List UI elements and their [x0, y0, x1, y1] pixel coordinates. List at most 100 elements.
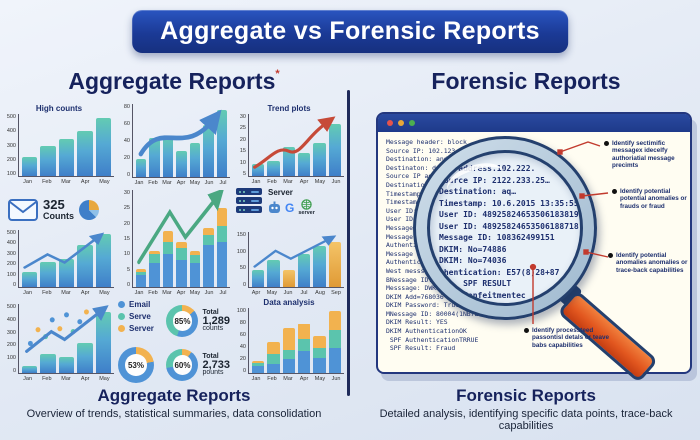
- chart-trend-plots: Trend plots 30 25 20 15 10 5 Jan Feb Mar Apr May J…: [234, 104, 344, 190]
- text-line: SPF AuthenticationTRRUE: [386, 335, 479, 344]
- chart-title: Trend plots: [267, 104, 311, 113]
- y-tick: 20: [123, 155, 130, 161]
- bar: [149, 250, 160, 287]
- blue-trend-arrow: [253, 235, 337, 268]
- pie-chart-icon: [79, 200, 99, 220]
- bullet-icon: [604, 141, 609, 146]
- bar: [95, 234, 112, 287]
- x-label: Apr: [80, 289, 90, 296]
- window-maximize-dot: [409, 120, 415, 126]
- text-line: MNessage ID: 80004(1NB7EA2): [386, 309, 490, 318]
- donut-pct: 60%: [172, 355, 193, 375]
- chart-blue-arrow-bars: 80 60 40 20 0 Jan Feb Mar Apr May Jun Jul: [118, 104, 230, 190]
- bar-segment: [162, 230, 174, 242]
- y-tick: 80: [123, 104, 130, 110]
- bar-segment: [189, 262, 201, 287]
- x-label: Jun: [283, 289, 293, 296]
- bar: [58, 259, 75, 287]
- bar: [203, 227, 214, 287]
- text-line: Source IP: 2122.233.25…: [439, 175, 550, 185]
- y-tick: 50: [239, 265, 246, 272]
- bar-segment: [216, 241, 227, 287]
- chart-counts-trend: 500 400 300 200 100 0 Jan Feb Mar Apr May: [4, 230, 114, 300]
- x-label: May: [314, 178, 326, 185]
- bar-segment: [252, 365, 265, 373]
- donut-pct: 53%: [125, 354, 147, 376]
- legend-item-email: Email: [118, 300, 164, 309]
- text-line: DKIM AuthenticationOK: [386, 327, 467, 336]
- bar-segment: [282, 359, 295, 373]
- x-label: Jan: [134, 179, 144, 186]
- y-tick: 500: [6, 114, 16, 120]
- y-tick: 25: [123, 205, 130, 212]
- bar: [216, 110, 227, 177]
- y-tick: 500: [6, 304, 16, 310]
- bar-segment: [282, 350, 295, 360]
- y-tick: 150: [236, 232, 246, 238]
- server-icons-panel: Server G server: [236, 188, 344, 230]
- x-label: Jan: [251, 375, 261, 382]
- x-label: Jan: [23, 178, 33, 185]
- bar: [95, 311, 112, 373]
- y-tick: 500: [6, 230, 16, 236]
- text-line: DKIM Password: True: [386, 301, 460, 310]
- bar: [176, 151, 187, 177]
- bar: [189, 250, 201, 287]
- x-label: Feb: [42, 178, 52, 185]
- y-tick: 20: [123, 220, 130, 227]
- text-line: : Confeitmentec: [439, 290, 526, 300]
- y-tick: 60: [239, 332, 246, 338]
- bar: [282, 146, 295, 176]
- y-tick: 0: [12, 367, 16, 374]
- bar: [136, 158, 147, 177]
- chart-title: Data analysis: [263, 298, 315, 307]
- x-label: Jul: [300, 289, 308, 296]
- y-tick: 20: [239, 136, 246, 143]
- bar: [40, 146, 56, 176]
- bar-segment: [267, 363, 280, 373]
- x-label: Mar: [283, 375, 293, 382]
- text-line: DKIM Result: YES: [386, 318, 448, 327]
- y-tick: 30: [123, 190, 130, 196]
- x-label: Aug: [315, 289, 325, 296]
- text-line: SPF RESULT: [439, 279, 512, 288]
- y-tick: 0: [242, 281, 246, 288]
- x-label: May: [189, 179, 201, 186]
- bar-segment: [328, 329, 341, 349]
- bar: [77, 245, 93, 287]
- bar-segment: [176, 247, 187, 260]
- x-label: Jun: [331, 375, 341, 382]
- column-divider: [347, 90, 350, 396]
- y-tick: 0: [12, 281, 16, 288]
- x-label: Apr: [80, 375, 90, 382]
- annotation-1: Identify sectimific messagex idecelfy au…: [604, 140, 692, 170]
- bar-segment: [216, 226, 227, 242]
- y-tick: 15: [239, 148, 246, 155]
- bar: [328, 242, 341, 287]
- bar-segment: [328, 348, 341, 373]
- text-line: Authentication: [386, 241, 440, 250]
- chart-data-analysis: Data analysis 100 80 60 40 20 0 Jan Feb Mar Apr M…: [234, 298, 344, 386]
- x-label: Feb: [148, 289, 158, 296]
- legend-item-server: Server: [118, 324, 164, 333]
- x-label: May: [189, 289, 201, 296]
- x-label: Mar: [61, 375, 71, 382]
- y-tick: 200: [6, 261, 16, 268]
- scatter-dots-and-arrow: [25, 305, 109, 353]
- legend-swatch-teal: [118, 313, 125, 320]
- x-label: Mar: [162, 179, 172, 186]
- bar-segment: [149, 250, 160, 254]
- bar: [149, 138, 160, 177]
- x-label: Feb: [148, 179, 158, 186]
- y-tick: 100: [6, 355, 16, 362]
- bar-segment: [189, 250, 201, 256]
- x-label: May: [266, 289, 278, 296]
- bullet-icon: [608, 253, 613, 258]
- x-label: Mar: [61, 178, 71, 185]
- y-tick: 15: [123, 235, 130, 242]
- x-label: Feb: [42, 375, 52, 382]
- bullet-icon: [524, 328, 529, 333]
- x-label: Feb: [267, 178, 277, 185]
- bar-segment: [162, 253, 174, 287]
- donut-53: 53%: [118, 344, 164, 386]
